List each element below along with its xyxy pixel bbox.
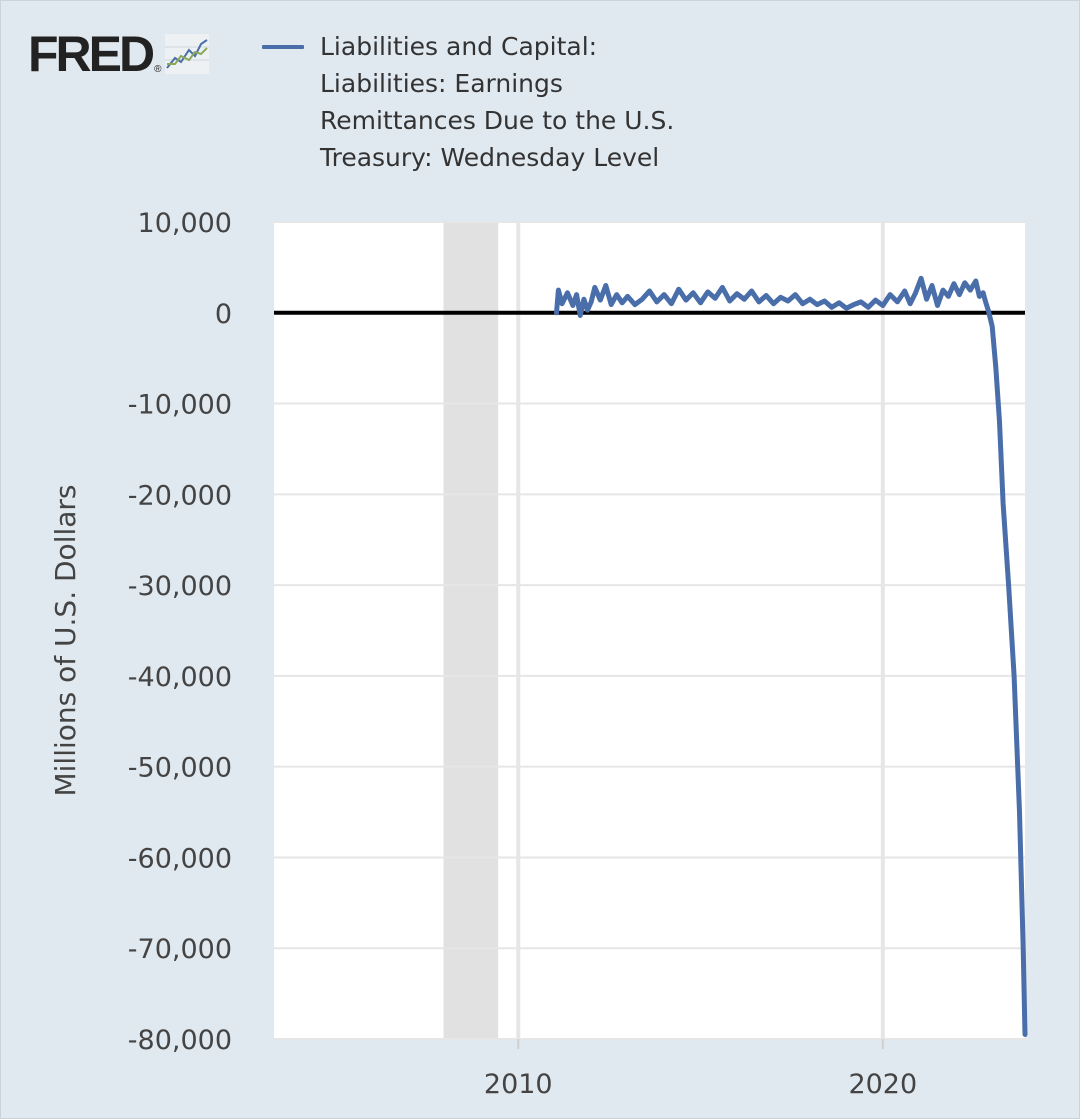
y-tick-label: 10,000 [138,208,232,239]
logo-registered-mark: ® [154,64,162,75]
y-axis-title: Millions of U.S. Dollars [49,484,82,796]
y-tick-label: 0 [215,299,232,330]
x-tick-label: 2010 [484,1069,553,1100]
fred-chart-icon [165,34,210,79]
y-tick-label: -40,000 [128,662,232,693]
y-tick-label: -20,000 [128,480,232,511]
logo-text: FRED [28,26,155,82]
y-tick-label: -10,000 [128,390,232,421]
y-tick-label: -60,000 [128,843,232,874]
plot-area [274,222,1025,1039]
chart-legend[interactable]: Liabilities and Capital: Liabilities: Ea… [262,28,700,176]
y-tick-label: -70,000 [128,934,232,965]
recession-band [443,222,499,1039]
legend-swatch [262,45,304,49]
y-tick-label: -50,000 [128,753,232,784]
x-tick-label: 2020 [848,1069,917,1100]
legend-label: Liabilities and Capital: Liabilities: Ea… [320,32,675,172]
y-tick-label: -30,000 [128,571,232,602]
series-line[interactable] [554,275,1028,1037]
fred-logo[interactable]: FRED ® [28,26,210,82]
y-tick-label: -80,000 [128,1025,232,1056]
